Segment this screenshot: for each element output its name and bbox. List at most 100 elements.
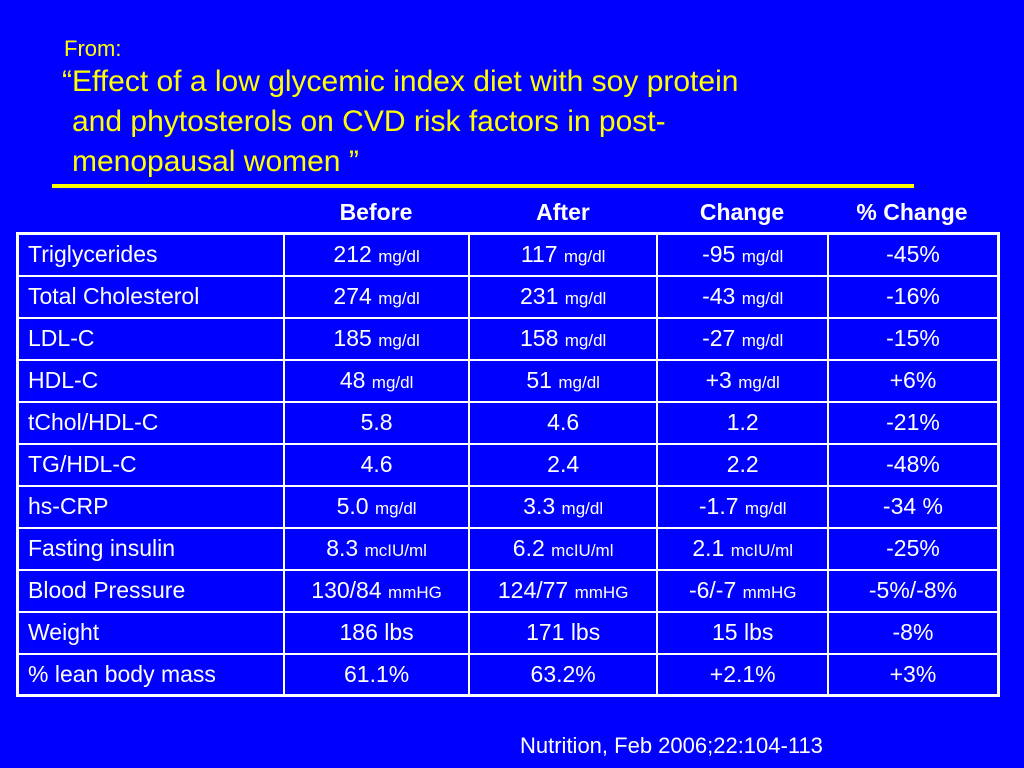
- cell-unit: mg/dl: [564, 289, 607, 308]
- table-cell: 274 mg/dl: [283, 274, 470, 319]
- cell-unit: mg/dl: [564, 331, 607, 350]
- title-line-2: and phytosterols on CVD risk factors in …: [72, 105, 666, 138]
- table-cell: 61.1%: [283, 652, 470, 697]
- row-label: TG/HDL-C: [16, 442, 286, 487]
- table-cell: 117 mg/dl: [467, 232, 659, 277]
- table-cell: 63.2%: [467, 652, 659, 697]
- cell-value: 185: [333, 325, 372, 351]
- cell-value: 4.6: [360, 451, 393, 477]
- table-cell: +3 mg/dl: [656, 358, 829, 403]
- cell-unit: mg/dl: [741, 247, 784, 267]
- cell-unit: mg/dl: [741, 289, 784, 308]
- cell-value: 4.6: [547, 409, 580, 435]
- cell-value: +6%: [889, 367, 937, 393]
- table-cell: 130/84 mmHG: [283, 568, 470, 613]
- cell-value: 61.1%: [343, 660, 410, 687]
- cell-value: -8%: [892, 619, 934, 645]
- column-header-pct-change: % Change: [856, 199, 968, 225]
- cell-value: 6.2: [512, 535, 545, 561]
- cell-unit: mmHG: [388, 583, 442, 602]
- cell-unit: mg/dl: [738, 373, 780, 392]
- cell-unit: mg/dl: [744, 499, 787, 518]
- table-cell: 186 lbs: [283, 610, 470, 655]
- table-cell: 51 mg/dl: [467, 358, 659, 403]
- table-cell: +2.1%: [656, 652, 829, 697]
- cell-value: 124/77: [497, 577, 569, 603]
- row-label: Blood Pressure: [16, 568, 286, 613]
- table-row: TG/HDL-C 4.6 2.4 2.2 -48%: [16, 442, 1000, 487]
- cell-unit: mcIU/ml: [730, 541, 794, 560]
- cell-value: -45%: [886, 241, 940, 268]
- cell-value: 2.4: [547, 451, 580, 477]
- table-cell: 2.4: [467, 442, 659, 487]
- cell-value: 2.1: [692, 535, 725, 561]
- cell-unit: mmHG: [742, 583, 797, 602]
- table-cell: 8.3 mcIU/ml: [283, 526, 470, 571]
- table-cell: 15 lbs: [656, 610, 829, 655]
- table-cell: 48 mg/dl: [283, 358, 470, 403]
- table-cell: 4.6: [467, 400, 659, 445]
- row-label: % lean body mass: [16, 652, 286, 697]
- cell-value: 158: [519, 325, 559, 351]
- cell-value: +2.1%: [709, 660, 776, 687]
- table-row: Weight 186 lbs 171 lbs 15 lbs -8%: [16, 610, 1000, 655]
- column-header-before: Before: [339, 199, 413, 225]
- results-table-body: Triglycerides 212 mg/dl 117 mg/dl -95 mg/dl…: [16, 232, 1000, 697]
- cell-value: 171 lbs: [526, 619, 601, 645]
- cell-value: 63.2%: [530, 660, 596, 687]
- cell-unit: mcIU/ml: [364, 541, 427, 560]
- cell-value: -6/-7: [688, 577, 737, 603]
- table-cell: -43 mg/dl: [656, 274, 829, 319]
- table-cell: -45%: [826, 232, 1000, 277]
- cell-value: 212: [333, 241, 372, 268]
- cell-value: -5%/-8%: [868, 577, 958, 603]
- cell-value: 2.2: [726, 451, 759, 477]
- cell-value: 274: [333, 283, 372, 309]
- table-cell: -95 mg/dl: [656, 232, 829, 277]
- cell-value: 48: [339, 367, 366, 393]
- column-header-after: After: [536, 199, 590, 225]
- cell-value: -15%: [886, 325, 940, 351]
- table-row: Blood Pressure 130/84 mmHG 124/77 mmHG -6/-…: [16, 568, 1000, 613]
- table-row: Fasting insulin 8.3 mcIU/ml 6.2 mcIU/ml 2.1…: [16, 526, 1000, 571]
- table-cell: 158 mg/dl: [467, 316, 659, 361]
- cell-value: -21%: [886, 409, 940, 435]
- title-underline: [52, 184, 914, 188]
- cell-unit: mmHG: [574, 583, 629, 602]
- cell-value: -25%: [886, 535, 940, 561]
- cell-unit: mg/dl: [371, 373, 414, 392]
- citation: Nutrition, Feb 2006;22:104-113: [520, 733, 823, 758]
- table-cell: -21%: [826, 400, 1000, 445]
- table-cell: 3.3 mg/dl: [467, 484, 659, 529]
- title-line-3: menopausal women ”: [72, 145, 359, 178]
- cell-value: 3.3: [523, 493, 556, 519]
- cell-value: -48%: [886, 451, 940, 477]
- table-cell: -6/-7 mmHG: [656, 568, 829, 613]
- table-cell: -8%: [826, 610, 1000, 655]
- table-row: hs-CRP 5.0 mg/dl 3.3 mg/dl -1.7 mg/dl -34 %: [16, 484, 1000, 529]
- cell-unit: mg/dl: [741, 331, 784, 350]
- cell-value: -34 %: [882, 493, 944, 519]
- table-cell: -1.7 mg/dl: [656, 484, 829, 529]
- from-label: From:: [64, 36, 122, 61]
- table-cell: +3%: [826, 652, 1000, 697]
- table-row: LDL-C 185 mg/dl 158 mg/dl -27 mg/dl -15%: [16, 316, 1000, 361]
- cell-value: 51: [526, 367, 552, 393]
- table-cell: 5.8: [283, 400, 470, 445]
- cell-unit: mg/dl: [378, 247, 420, 267]
- table-cell: 171 lbs: [467, 610, 659, 655]
- row-label: Total Cholesterol: [16, 274, 286, 319]
- table-cell: 2.2: [656, 442, 829, 487]
- row-label: hs-CRP: [16, 484, 286, 529]
- table-cell: 5.0 mg/dl: [283, 484, 470, 529]
- slide-title: “Effect of a low glycemic index diet wit…: [62, 62, 942, 182]
- cell-value: 8.3: [326, 535, 359, 561]
- cell-unit: mg/dl: [378, 289, 420, 308]
- row-label: Triglycerides: [16, 232, 286, 277]
- cell-unit: mg/dl: [378, 331, 420, 350]
- table-cell: -5%/-8%: [826, 568, 1000, 613]
- table-cell: 185 mg/dl: [283, 316, 470, 361]
- cell-unit: mcIU/ml: [551, 541, 614, 560]
- title-line-1: “Effect of a low glycemic index diet wit…: [62, 65, 739, 98]
- cell-value: -95: [702, 241, 736, 268]
